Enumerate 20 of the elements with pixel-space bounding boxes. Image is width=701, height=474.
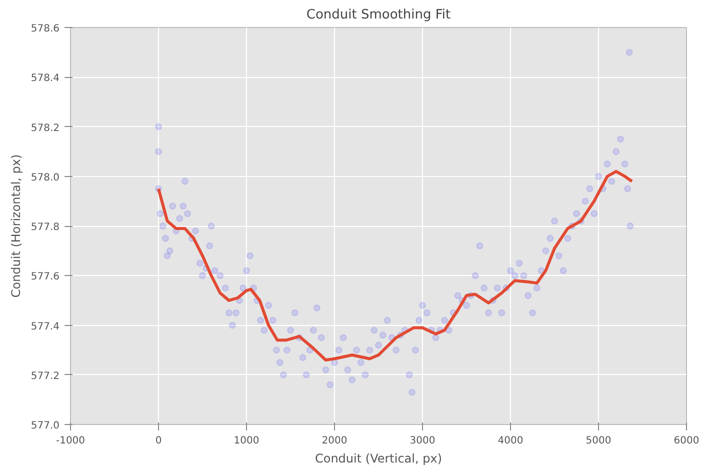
y-tick-label: 578.6 (30, 24, 60, 34)
x-tick-label: 5000 (586, 436, 612, 446)
y-tick-label: 578.0 (30, 172, 60, 184)
x-tick-label: 0 (155, 436, 162, 446)
x-tick-label: 2000 (322, 436, 348, 446)
y-tick-label: 577.6 (30, 272, 60, 283)
chart-title: Conduit Smoothing Fit (306, 8, 451, 22)
y-tick-label: 577.8 (30, 222, 60, 233)
y-tick-label: 577.4 (30, 321, 60, 332)
y-tick-label: 578.2 (30, 122, 60, 134)
x-tick-label: -1000 (56, 436, 86, 446)
x-axis-title: Conduit (Vertical, px) (314, 452, 442, 466)
y-tick-label: 577.0 (30, 420, 60, 432)
x-tick-label: 4000 (498, 436, 524, 446)
x-tick-label: 1000 (234, 436, 260, 446)
x-tick-label: 3000 (410, 436, 436, 446)
x-tick-label: 6000 (674, 436, 700, 446)
y-tick-label: 578.4 (30, 73, 60, 84)
y-tick-label: 577.2 (30, 370, 60, 382)
y-axis-title: Conduit (Horizontal, px) (8, 154, 23, 298)
